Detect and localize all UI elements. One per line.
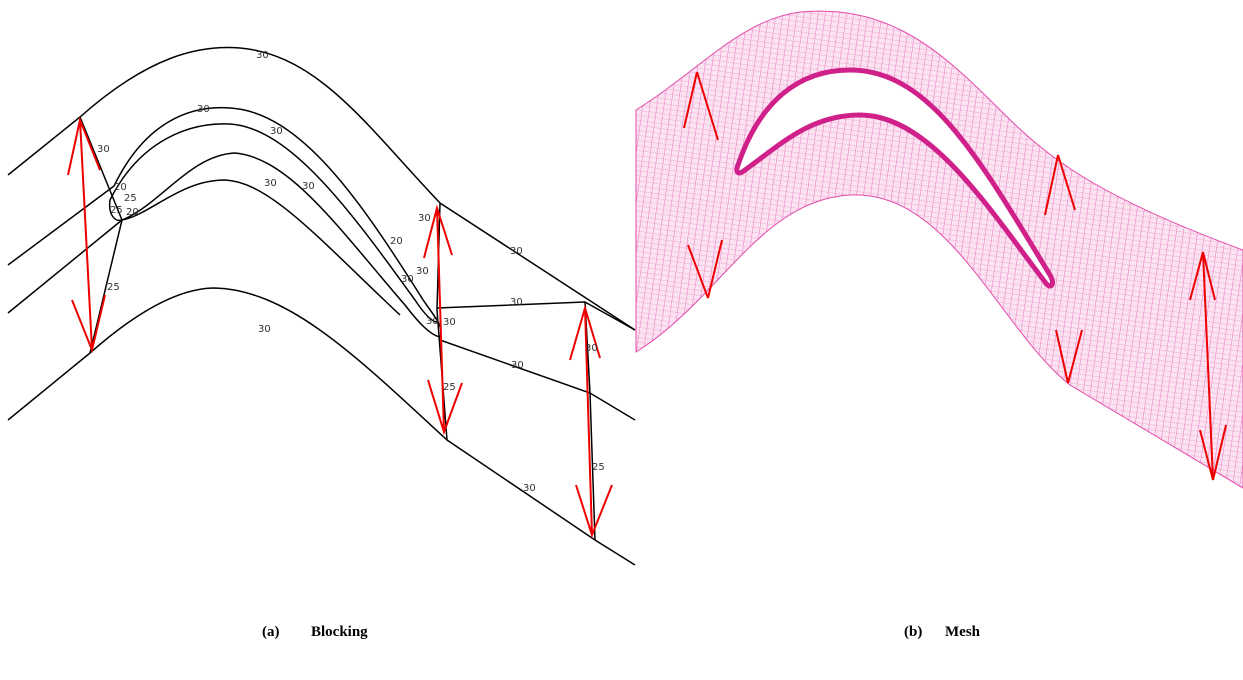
edge-label: 20 [390, 236, 403, 247]
edge-label: 20 [126, 207, 139, 218]
caption-title: Mesh [945, 624, 981, 640]
caption-title: Blocking [311, 624, 368, 640]
block-edge [8, 288, 635, 565]
block-edge [440, 340, 635, 420]
edge-label: 30 [510, 297, 523, 308]
edge-label: 30 [258, 324, 271, 335]
edge-label: 30 [443, 317, 456, 328]
caption-label: (b) [904, 624, 922, 640]
block-edge [437, 302, 635, 330]
mesh [636, 11, 1243, 488]
edge-label: 30 [197, 104, 210, 115]
blocking-panel [8, 48, 635, 565]
edge-label: 30 [264, 178, 277, 189]
edge-label: 30 [418, 213, 431, 224]
edge-label: 30 [511, 360, 524, 371]
edge-label: 30 [97, 144, 110, 155]
figure: 30 30 30 30 30 30 20 25 25 20 25 30 30 3… [0, 0, 1243, 680]
block-edge [8, 48, 635, 330]
block-edge [122, 180, 400, 315]
block-edge [110, 124, 437, 322]
mesh-panel [636, 11, 1243, 488]
edge-labels: 30 30 30 30 30 30 20 25 25 20 25 30 30 3… [97, 50, 605, 494]
edge-label: 25 [443, 382, 456, 393]
block-edge [8, 186, 114, 265]
edge-label: 30 [302, 181, 315, 192]
edge-label: 30 [523, 483, 536, 494]
edge-label: 30 [426, 316, 439, 327]
edge-label: 25 [592, 462, 605, 473]
edge-label: 30 [585, 343, 598, 354]
edge-label: 30 [270, 126, 283, 137]
caption-label: (a) [262, 624, 280, 640]
edge-label: 30 [416, 266, 429, 277]
edge-label: 25 [107, 282, 120, 293]
edge-label: 25 [124, 193, 137, 204]
edge-label: 30 [256, 50, 269, 61]
edge-label: 20 [114, 182, 127, 193]
edge-label: 30 [510, 246, 523, 257]
edge-label: 30 [401, 274, 414, 285]
edge-label: 25 [110, 205, 123, 216]
